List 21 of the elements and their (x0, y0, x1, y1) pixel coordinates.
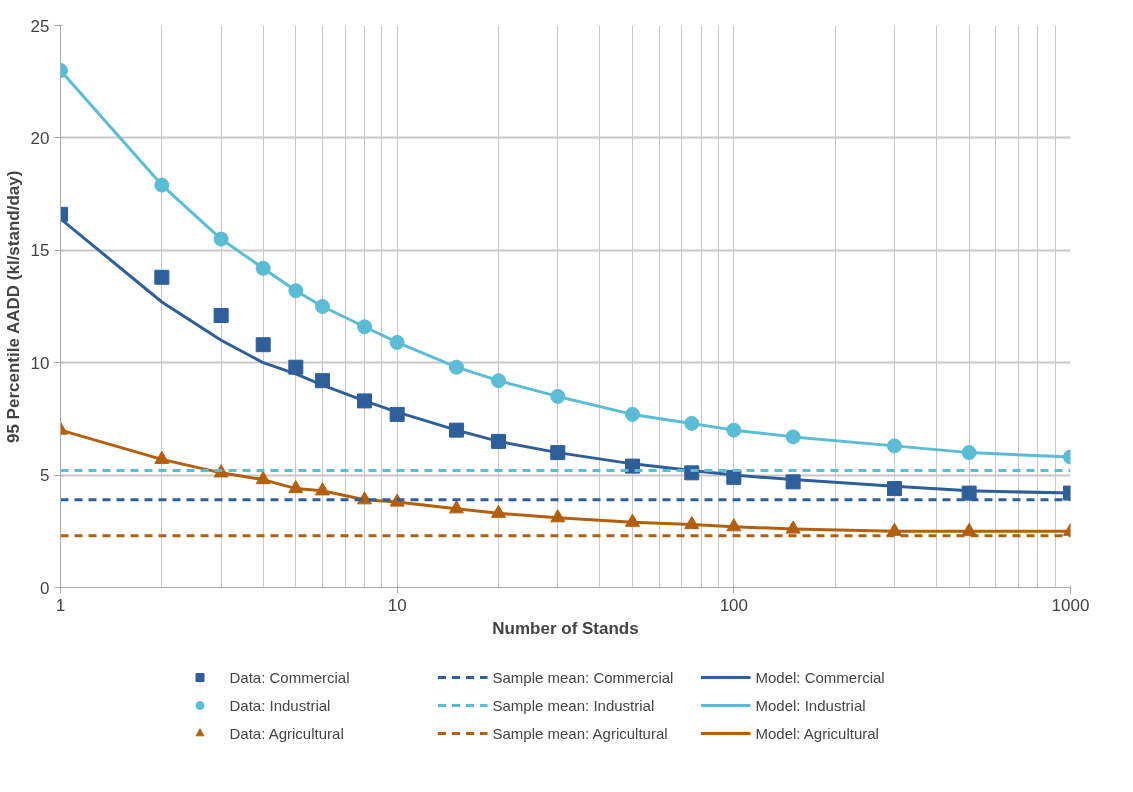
x-tick-label: 100 (719, 595, 749, 615)
x-axis-title: Number of Stands (492, 618, 639, 638)
legend-label: Model: Agricultural (755, 724, 880, 742)
legend-label: Data: Agricultural (229, 724, 345, 742)
y-tick-label: 10 (30, 353, 50, 373)
y-tick-label: 20 (30, 128, 50, 148)
y-tick-label: 25 (30, 16, 50, 36)
y-tick-label: 0 (40, 578, 50, 598)
y-axis-title: 95 Percentile AADD (kl/stand/day) (3, 170, 23, 444)
legend-label: Model: Industrial (755, 696, 867, 714)
legend-label: Sample mean: Agricultural (492, 724, 669, 742)
legend-label: Data: Industrial (229, 696, 332, 714)
legend-label: Data: Commercial (229, 668, 351, 686)
legend-label: Model: Commercial (755, 668, 886, 686)
y-tick-label: 15 (30, 241, 50, 261)
x-tick-label: 10 (387, 595, 407, 615)
x-tick-label: 1 (55, 595, 66, 615)
y-tick-label: 5 (40, 466, 50, 486)
x-tick-label: 1000 (1051, 595, 1090, 615)
legend-label: Sample mean: Commercial (492, 668, 675, 686)
legend-label: Sample mean: Industrial (492, 696, 656, 714)
